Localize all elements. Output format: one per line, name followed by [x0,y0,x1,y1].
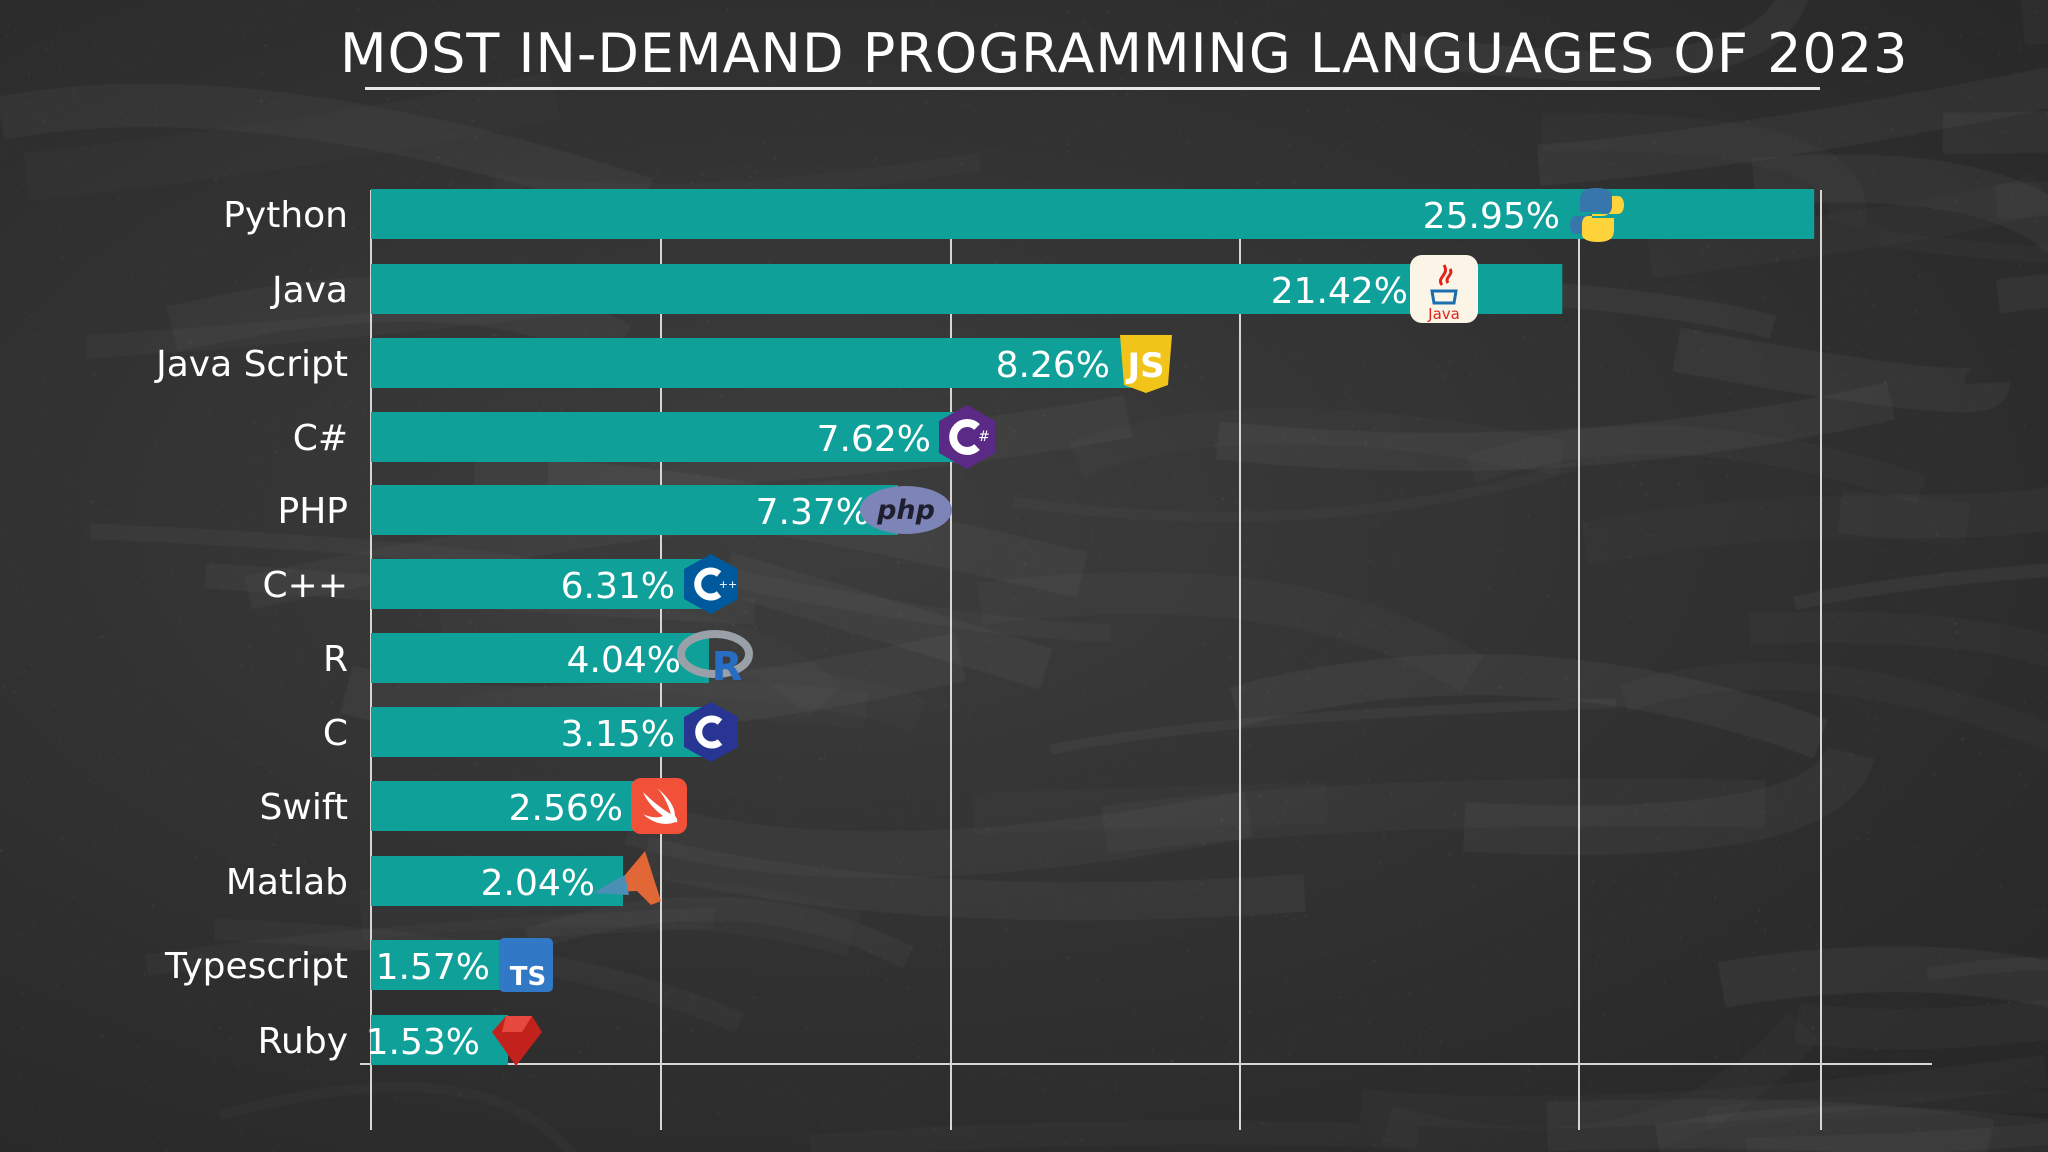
bar-ruby [371,1015,508,1065]
bar-java [371,264,1563,314]
value-label: 1.53% [366,1022,480,1063]
javascript-icon: JS [1120,335,1172,393]
category-label: Matlab [226,862,348,903]
typescript-icon: TS [499,938,553,992]
csharp-icon-c [949,419,980,455]
value-label: 21.42% [1271,271,1408,312]
typescript-icon-tile [499,938,553,992]
value-label: 8.26% [996,345,1110,386]
bar-typescript [371,940,518,990]
bar-java-script [371,338,1138,388]
ruby-icon [492,1016,542,1066]
c-icon-c [695,715,723,749]
php-icon-text: php [876,495,935,526]
r-icon-ring [677,630,753,678]
cplusplus-icon-plus: ++ [719,578,737,591]
bar-matlab [371,856,623,906]
value-label: 25.95% [1423,196,1560,237]
java-icon-steam [1439,264,1453,286]
matlab-icon [593,851,661,905]
javascript-icon-shield [1120,335,1172,393]
category-label: PHP [278,491,349,532]
value-label: 2.04% [481,863,595,904]
title-underline [365,87,1820,90]
swift-icon [631,778,687,834]
python-icon-top [1570,188,1612,234]
python-icon [1570,188,1624,242]
bar-c- [371,412,959,462]
value-label: 6.31% [561,566,675,607]
matlab-icon-side [593,875,629,895]
c-icon [684,702,738,762]
swift-icon-bird [643,788,678,824]
r-icon: R [677,630,753,690]
c-icon-hex [684,702,738,762]
bar-c [371,707,703,757]
category-label: Typescript [164,946,348,987]
java-icon-cup [1430,289,1458,305]
category-label: Java [270,270,348,311]
category-label: C# [293,418,348,459]
cplusplus-icon-hex [684,554,738,614]
category-label: C++ [263,565,348,606]
javascript-icon-text: JS [1125,346,1164,386]
python-icon-bottom [1582,196,1624,242]
r-icon-letter: R [712,644,743,690]
php-icon-ellipse [860,486,952,534]
value-label: 7.62% [817,419,931,460]
bar-r [371,633,709,683]
value-label: 2.56% [509,788,623,829]
cplusplus-icon: ++ [684,554,738,614]
bar-php [371,485,898,535]
ruby-icon-facet [502,1016,532,1032]
csharp-icon-hex [939,405,995,469]
bar-swift [371,781,651,831]
bar-c- [371,559,703,609]
category-label: R [323,639,348,680]
category-label: Java Script [154,344,348,385]
value-label: 1.57% [376,947,490,988]
typescript-icon-text: TS [510,962,546,992]
java-icon-text: Java [1427,305,1460,323]
cplusplus-icon-c [694,567,722,601]
chart-title: MOST IN-DEMAND PROGRAMMING LANGUAGES OF … [340,22,1909,85]
value-label: 7.37% [756,492,870,533]
java-icon: Java [1410,255,1478,323]
php-icon: php [860,486,952,534]
csharp-icon-hash: # [978,429,990,445]
value-label: 4.04% [567,640,681,681]
category-label: Swift [260,787,348,828]
category-label: Ruby [258,1021,348,1062]
category-label: C [323,713,348,754]
category-label: Python [223,195,348,236]
value-label: 3.15% [561,714,675,755]
java-icon-tile [1410,255,1478,323]
csharp-icon: # [939,405,995,469]
